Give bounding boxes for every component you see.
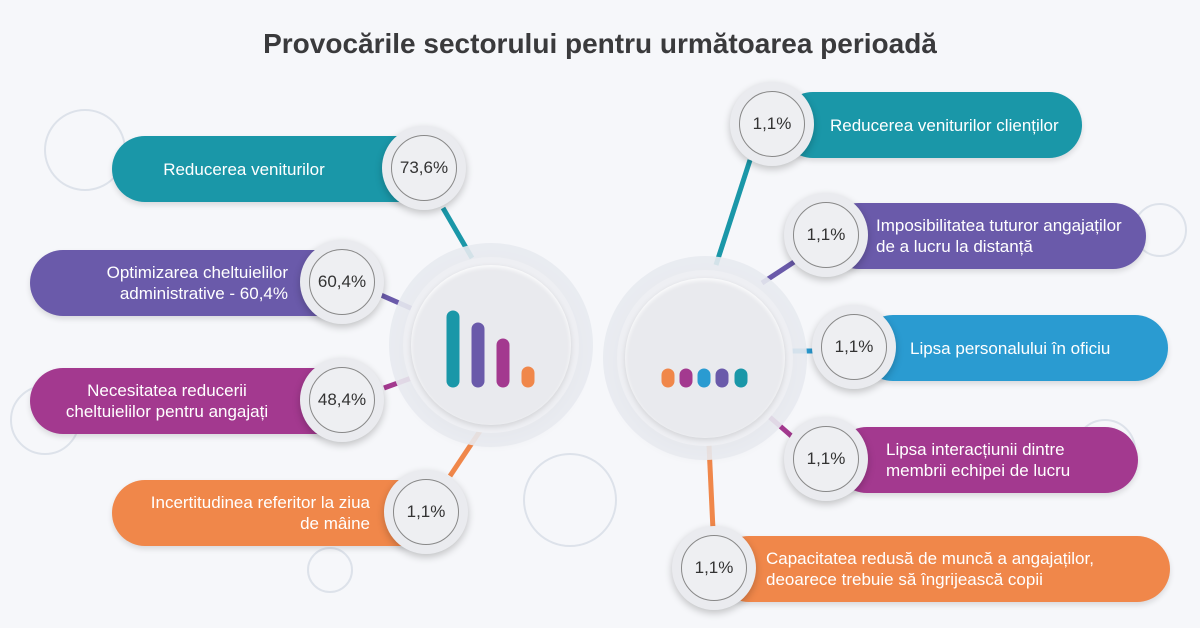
left-item-3-badge: 48,4% [300,358,384,442]
left-hub [403,257,579,433]
right-item-3: Lipsa personalului în oficiu [860,315,1168,381]
right-item-4-badge: 1,1% [784,417,868,501]
right-item-3-label: Lipsa personalului în oficiu [910,338,1111,358]
left-item-1-badge: 73,6% [382,126,466,210]
right-item-2-label: Imposibilitatea tuturor angajaților de a… [876,216,1122,256]
left-item-1-label: Reducerea veniturilor [163,159,325,179]
right-item-1-label: Reducerea veniturilor clienților [830,115,1059,135]
left-item-4-value: 1,1% [393,479,459,545]
right-item-5-badge: 1,1% [672,526,756,610]
left-item-4: Incertitudinea referitor la ziua de mâin… [112,480,432,546]
right-hub [617,270,793,446]
page-title: Provocările sectorului pentru următoarea… [263,28,937,59]
left-item-3-value: 48,4% [309,367,375,433]
left-item-2-value: 60,4% [309,249,375,315]
right-item-5-label: Capacitatea redusă de muncă a angajațilo… [766,549,1094,589]
left-item-1: Reducerea veniturilor [112,136,432,202]
left-item-3: Necesitatea reducerii cheltuielilor pent… [30,368,350,434]
left-item-2-badge: 60,4% [300,240,384,324]
right-item-1-value: 1,1% [739,91,805,157]
dots-icon [661,368,748,388]
left-item-1-value: 73,6% [391,135,457,201]
right-item-5: Capacitatea redusă de muncă a angajațilo… [716,536,1170,602]
left-item-4-badge: 1,1% [384,470,468,554]
left-item-2-label: Optimizarea cheltuielilor administrative… [106,263,288,303]
right-item-2-value: 1,1% [793,202,859,268]
right-item-5-value: 1,1% [681,535,747,601]
left-item-2: Optimizarea cheltuielilor administrative… [30,250,350,316]
right-item-4: Lipsa interacțiunii dintre membrii echip… [834,427,1138,493]
right-item-3-value: 1,1% [821,314,887,380]
bar-chart-icon [446,310,535,388]
right-item-1-badge: 1,1% [730,82,814,166]
right-item-2-badge: 1,1% [784,193,868,277]
right-item-4-value: 1,1% [793,426,859,492]
left-item-3-label: Necesitatea reducerii cheltuielilor pent… [65,381,269,421]
left-item-4-label: Incertitudinea referitor la ziua de mâin… [150,493,370,533]
right-item-2: Imposibilitatea tuturor angajaților de a… [826,203,1146,269]
right-item-3-badge: 1,1% [812,305,896,389]
right-item-4-label: Lipsa interacțiunii dintre membrii echip… [886,440,1071,480]
right-item-1: Reducerea veniturilor clienților [780,92,1082,158]
